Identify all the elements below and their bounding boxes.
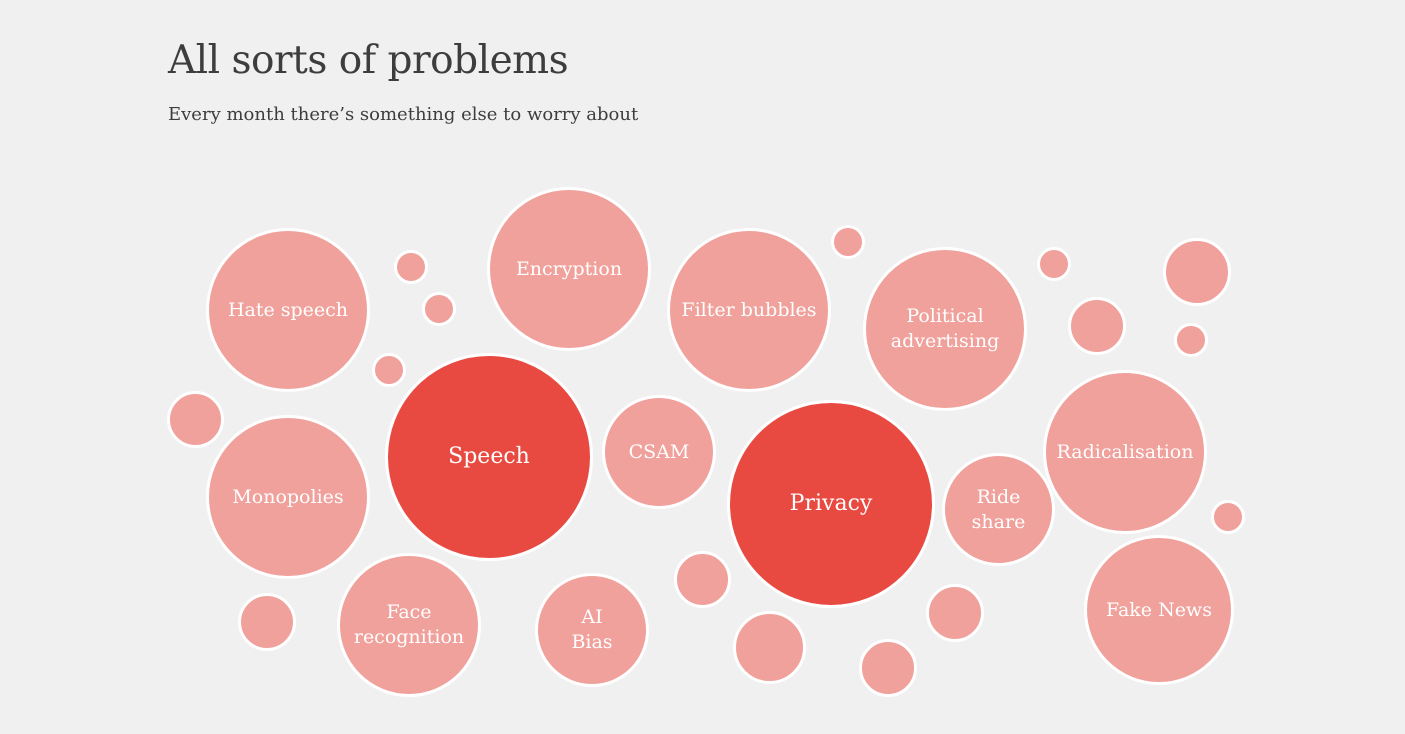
small-bubble (1211, 500, 1245, 534)
small-bubble (733, 611, 806, 684)
bubble-radicalisation: Radicalisation (1043, 370, 1207, 534)
small-bubble (422, 292, 456, 326)
small-bubble (238, 593, 296, 651)
bubble-encryption: Encryption (487, 187, 651, 351)
small-bubble (831, 225, 865, 259)
bubble-filter-bubbles: Filter bubbles (667, 228, 831, 392)
bubble-label: Encryption (515, 257, 623, 280)
bubble-ai-bias: AI Bias (535, 573, 649, 687)
bubble-label: AI Bias (571, 606, 613, 653)
small-bubble (674, 551, 731, 608)
bubble-label: Political advertising (890, 305, 1000, 352)
bubble-label: Radicalisation (1056, 440, 1194, 463)
small-bubble (167, 391, 224, 448)
bubble-label: Privacy (789, 490, 873, 516)
bubble-label: Filter bubbles (681, 298, 817, 321)
small-bubble (859, 639, 917, 697)
bubble-speech: Speech (385, 353, 593, 561)
small-bubble (926, 584, 984, 642)
bubble-csam: CSAM (602, 395, 716, 509)
page-subtitle: Every month there’s something else to wo… (168, 104, 639, 125)
bubble-label: Monopolies (232, 485, 344, 508)
bubble-label: Fake News (1106, 598, 1212, 621)
bubble-label: CSAM (628, 440, 690, 463)
bubble-political-advertising: Political advertising (863, 247, 1027, 411)
small-bubble (1037, 247, 1071, 281)
small-bubble (1068, 297, 1126, 355)
bubble-label: Ride share (971, 485, 1026, 533)
bubble-label: Hate speech (227, 298, 349, 321)
bubble-label: Speech (448, 443, 530, 469)
small-bubble (394, 250, 428, 284)
small-bubble (1174, 323, 1208, 357)
bubble-label: Face recognition (353, 601, 465, 648)
small-bubble (372, 353, 406, 387)
bubble-face-recognition: Face recognition (337, 553, 481, 697)
bubble-hate-speech: Hate speech (206, 228, 370, 392)
bubble-monopolies: Monopolies (206, 415, 370, 579)
small-bubble (1163, 238, 1231, 306)
page-title: All sorts of problems (168, 38, 569, 83)
bubble-fake-news: Fake News (1084, 535, 1234, 685)
bubble-privacy: Privacy (727, 400, 935, 608)
bubble-ride-share: Ride share (942, 453, 1055, 566)
